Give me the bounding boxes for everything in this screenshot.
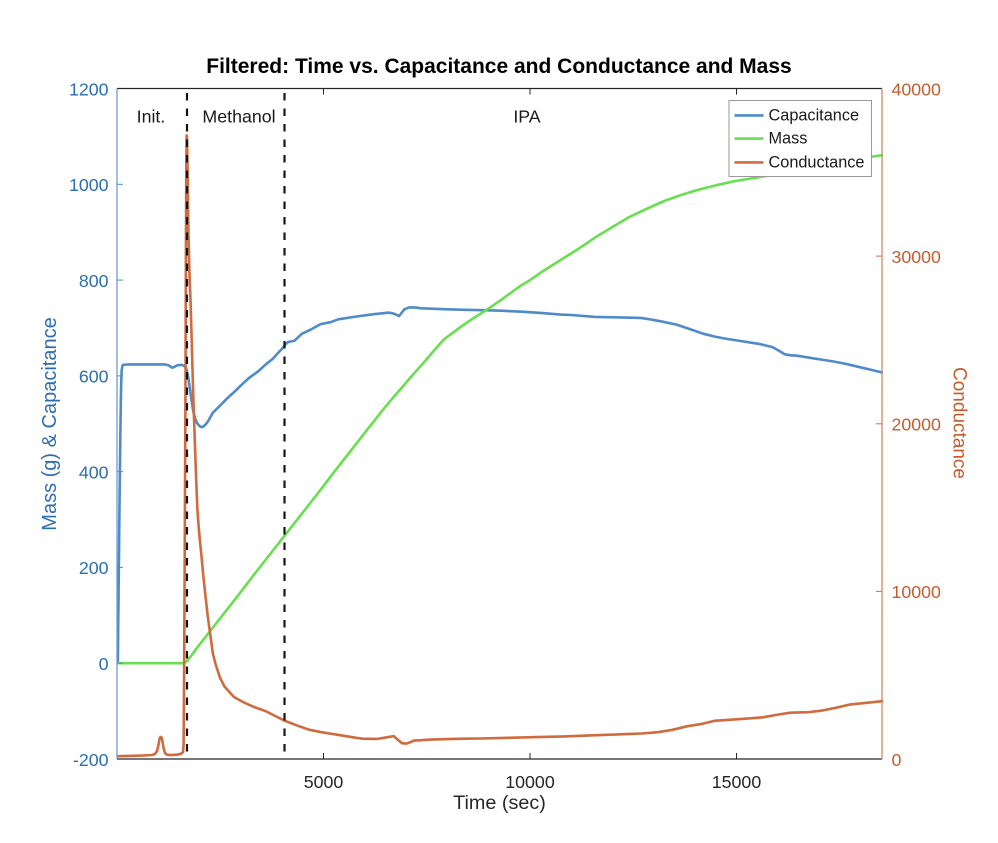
svg-text:Time (sec): Time (sec) [453,792,546,814]
svg-text:0: 0 [99,654,109,674]
svg-text:5000: 5000 [304,772,344,792]
svg-text:600: 600 [79,367,109,387]
svg-text:Filtered: Time vs. Capacitance: Filtered: Time vs. Capacitance and Condu… [206,55,791,78]
svg-text:400: 400 [79,462,109,482]
svg-text:-200: -200 [73,750,109,770]
svg-text:Capacitance: Capacitance [769,106,860,124]
svg-text:200: 200 [79,558,109,578]
svg-text:15000: 15000 [712,772,762,792]
svg-text:0: 0 [892,750,902,770]
svg-text:Conductance: Conductance [769,153,865,171]
svg-text:Mass: Mass [769,130,808,148]
svg-text:Conductance: Conductance [949,367,970,479]
svg-text:Mass (g) & Capacitance: Mass (g) & Capacitance [39,317,61,530]
svg-text:20000: 20000 [892,415,942,435]
svg-text:1000: 1000 [69,175,109,195]
svg-text:10000: 10000 [505,772,555,792]
svg-text:1200: 1200 [69,79,109,99]
svg-text:IPA: IPA [513,107,540,127]
svg-text:10000: 10000 [892,582,942,602]
svg-text:Methanol: Methanol [202,107,275,127]
svg-text:40000: 40000 [892,79,942,99]
svg-text:Init.: Init. [137,107,166,127]
svg-text:800: 800 [79,271,109,291]
svg-text:30000: 30000 [892,247,942,267]
